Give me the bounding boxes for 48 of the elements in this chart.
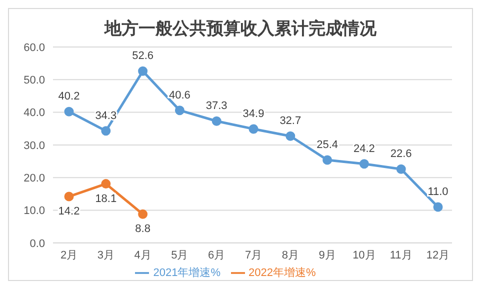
- data-label: 52.6: [132, 50, 154, 62]
- point: [433, 202, 443, 212]
- chart-title: 地方一般公共预算收入累计完成情况: [103, 18, 378, 40]
- data-label: 18.1: [95, 192, 117, 205]
- y-tick-label: 20.0: [24, 172, 45, 185]
- x-tick-label: 2月: [60, 250, 78, 262]
- point: [359, 159, 369, 169]
- y-tick-label: 60.0: [24, 42, 45, 54]
- point: [64, 106, 74, 116]
- data-label: 11.0: [428, 186, 448, 198]
- data-label: 22.6: [390, 148, 412, 160]
- y-tick-label: 0.0: [30, 238, 45, 250]
- point: [322, 155, 332, 165]
- x-tick-label: 4月: [134, 250, 152, 262]
- y-tick-label: 50.0: [24, 74, 45, 87]
- x-tick-label: 7月: [244, 250, 262, 262]
- x-tick-label: 9月: [318, 250, 336, 262]
- data-label: 14.2: [58, 206, 80, 218]
- point: [174, 106, 184, 116]
- legend-label: 2022年增速%: [248, 266, 316, 279]
- point: [212, 116, 222, 126]
- data-label: 8.8: [135, 223, 150, 236]
- x-tick-label: 10月: [352, 250, 376, 262]
- x-tick-label: 8月: [282, 250, 299, 262]
- data-label: 40.6: [168, 89, 190, 102]
- data-label: 24.2: [353, 142, 375, 155]
- point: [286, 131, 296, 141]
- x-tick-label: 11月: [390, 250, 412, 262]
- point: [396, 164, 406, 174]
- point: [248, 124, 258, 134]
- point: [101, 179, 111, 189]
- point: [138, 209, 148, 219]
- data-label: 34.9: [242, 108, 264, 120]
- x-tick-label: 3月: [97, 250, 114, 262]
- y-tick-label: 10.0: [24, 205, 45, 218]
- x-tick-label: 6月: [208, 250, 226, 262]
- data-label: 37.3: [206, 100, 228, 112]
- x-tick-label: 5月: [171, 250, 188, 262]
- y-tick-label: 30.0: [24, 140, 45, 152]
- data-label: 40.2: [58, 90, 80, 103]
- point: [138, 66, 148, 76]
- x-tick-label: 12月: [426, 250, 450, 262]
- legend-label: 2021年增速%: [153, 266, 220, 279]
- data-label: 25.4: [316, 138, 338, 151]
- point: [101, 126, 111, 136]
- y-tick-label: 40.0: [24, 107, 45, 120]
- point: [64, 192, 74, 202]
- data-label: 32.7: [280, 115, 302, 128]
